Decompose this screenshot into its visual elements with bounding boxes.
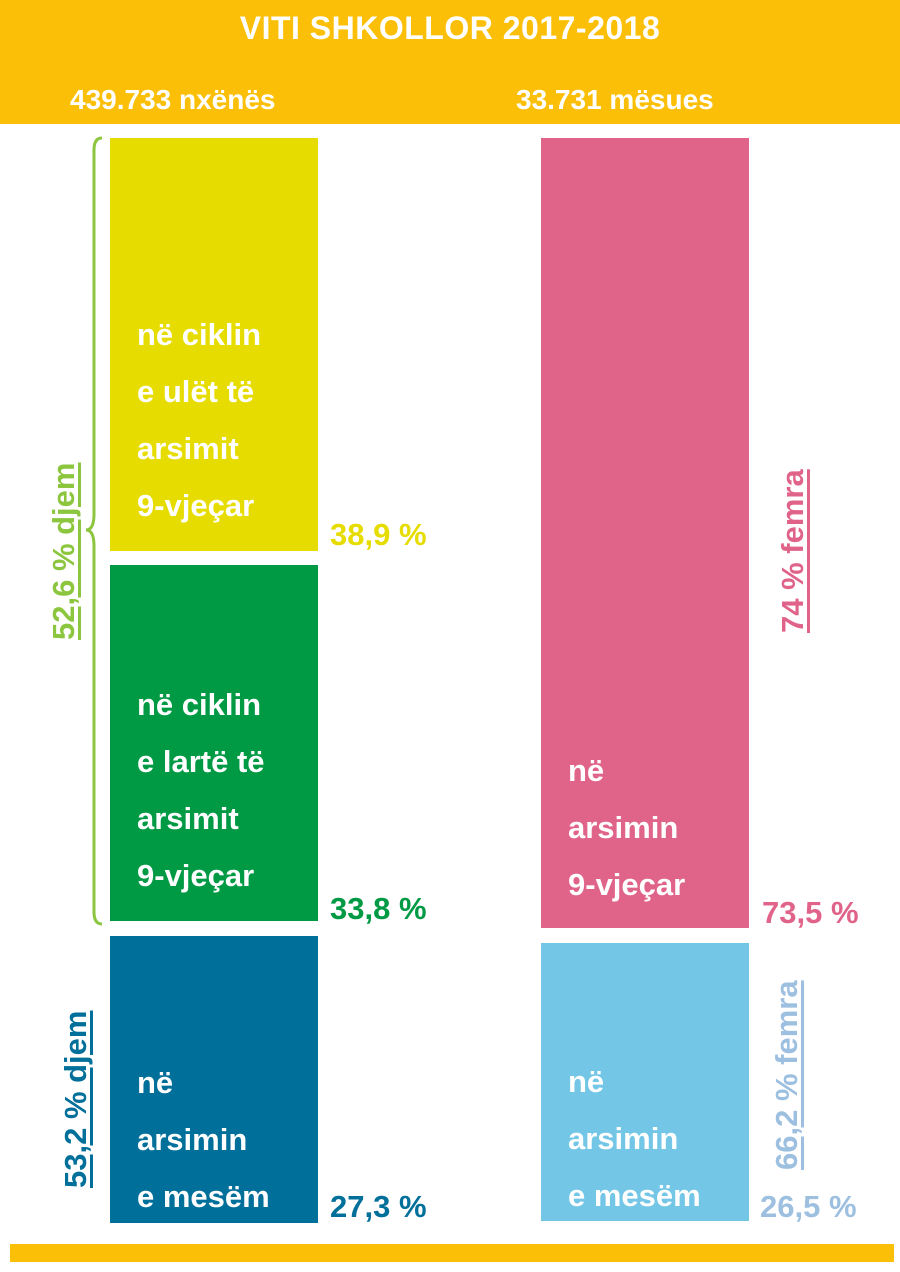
value-label-students-secondary: 27,3 %	[330, 1189, 427, 1224]
bar-segment-students-secondary	[110, 936, 318, 1223]
value-label-students-lower-cycle: 38,9 %	[330, 517, 427, 552]
boys-share-9-year-label: 52,6 % djem	[46, 462, 81, 640]
bar-segment-teachers-9-year	[541, 138, 749, 928]
segment-label-students-lower-cycle: në ciklin e ulët të arsimit 9-vjeçar	[137, 317, 262, 523]
female-share-secondary-label: 66,2 % femra	[769, 980, 804, 1170]
bar-segment-teachers-secondary	[541, 943, 749, 1221]
boys-share-secondary-label: 53,2 % djem	[58, 1010, 93, 1188]
value-label-teachers-secondary: 26,5 %	[760, 1189, 857, 1224]
female-share-9-year-label: 74 % femra	[775, 469, 810, 633]
value-label-students-upper-cycle: 33,8 %	[330, 891, 427, 926]
bar-segment-students-upper-cycle	[110, 565, 318, 921]
header-band	[0, 0, 900, 124]
bar-segment-students-lower-cycle	[110, 138, 318, 551]
segment-label-teachers-secondary: në arsimin e mesëm	[568, 1064, 701, 1213]
teachers-total-label: 33.731 mësues	[516, 84, 714, 115]
bottom-bar	[10, 1244, 894, 1262]
segment-label-teachers-9-year: në arsimin 9-vjeçar	[568, 753, 686, 902]
brace-9-year-students	[85, 136, 103, 926]
students-total-label: 439.733 nxënës	[70, 84, 276, 115]
segment-label-students-secondary: në arsimin e mesëm	[137, 1065, 270, 1214]
value-label-teachers-9-year: 73,5 %	[762, 895, 859, 930]
segment-label-students-upper-cycle: në ciklin e lartë të arsimit 9-vjeçar	[137, 687, 265, 893]
chart-title: VITI SHKOLLOR 2017-2018	[239, 10, 661, 46]
